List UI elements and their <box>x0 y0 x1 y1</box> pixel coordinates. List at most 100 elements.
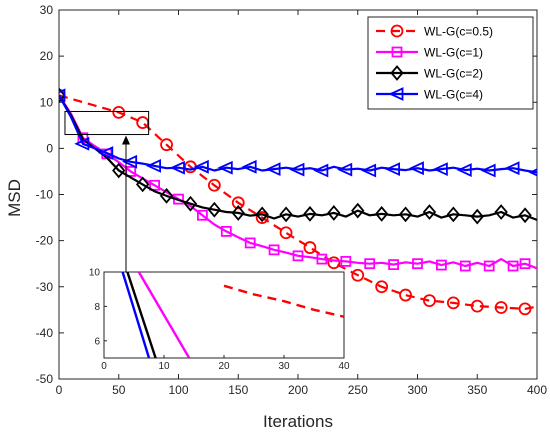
series-marker <box>183 195 198 212</box>
series-marker <box>435 259 447 271</box>
series-marker <box>145 158 162 173</box>
series-marker <box>135 176 150 193</box>
series-marker <box>59 88 66 103</box>
series-marker <box>384 162 401 177</box>
x-tick-label: 250 <box>348 383 368 397</box>
series-marker <box>159 187 174 204</box>
series-3 <box>59 88 537 178</box>
x-tick-label: 150 <box>228 383 248 397</box>
inset-x-tick-label: 20 <box>218 361 230 372</box>
inset-y-tick-label: 10 <box>89 268 101 279</box>
series-marker <box>241 159 257 174</box>
series-marker <box>207 201 222 218</box>
series-marker <box>351 202 365 219</box>
inset-x-tick-label: 10 <box>158 361 170 372</box>
legend-marker <box>391 46 403 58</box>
legend-label: WL-G(c=2) <box>424 67 483 81</box>
series-marker <box>480 163 496 178</box>
zoom-arrow-head <box>122 135 130 145</box>
series-2 <box>59 87 537 225</box>
series-marker <box>255 206 269 223</box>
series-marker <box>59 87 66 104</box>
series-marker <box>470 208 484 225</box>
legend-entry: WL-G(c=2) <box>376 65 483 81</box>
series-marker <box>446 296 460 310</box>
series-marker <box>351 268 365 282</box>
legend-entry: WL-G(c=0.5) <box>376 25 493 39</box>
series-marker <box>160 138 173 152</box>
series-marker <box>207 178 221 192</box>
series-marker <box>169 160 185 175</box>
legend-marker <box>390 65 404 81</box>
series-line <box>59 94 537 270</box>
legend-label: WL-G(c=0.5) <box>424 25 493 39</box>
legend-label: WL-G(c=1) <box>424 46 483 60</box>
series-marker <box>313 163 329 178</box>
series-layer <box>59 87 537 316</box>
zoom-box <box>64 110 150 136</box>
series-marker <box>337 162 353 177</box>
x-tick-label: 300 <box>407 383 427 397</box>
inset-frame <box>103 271 345 359</box>
series-marker <box>289 162 305 177</box>
series-marker <box>504 161 520 176</box>
series-marker <box>217 160 233 175</box>
y-tick-label: 20 <box>40 49 54 63</box>
series-marker <box>220 225 232 237</box>
series-marker <box>408 161 424 176</box>
series-marker <box>398 206 413 223</box>
series-marker <box>98 146 114 160</box>
series-marker <box>74 136 90 151</box>
series-line <box>59 94 537 174</box>
legend-entry: WL-G(c=1) <box>376 46 483 60</box>
y-tick-label: -20 <box>36 234 54 248</box>
series-marker <box>507 260 519 272</box>
series-marker <box>268 244 280 256</box>
series-marker <box>327 205 341 221</box>
inset-y-tick-label: 8 <box>94 302 100 313</box>
legend-marker <box>390 24 404 38</box>
series-marker <box>446 206 461 223</box>
series-marker <box>374 205 389 222</box>
y-tick-label: -40 <box>36 326 54 340</box>
inset-plot-area: 0 10 20 30 40 6 8 10 <box>89 268 350 373</box>
legend-label: WL-G(c=4) <box>424 88 483 102</box>
series-marker <box>528 168 537 177</box>
series-marker <box>196 209 208 221</box>
inset-x-tick-label: 40 <box>338 361 350 372</box>
series-marker <box>483 260 495 272</box>
series-marker <box>231 196 245 210</box>
legend: WL-G(c=0.5) WL-G(c=1) WL-G(c=2) WL-G(c=4) <box>367 16 534 110</box>
y-tick-label: -30 <box>36 280 54 294</box>
inset-series-line <box>137 272 191 358</box>
y-axis-label: MSD <box>5 179 24 217</box>
series-marker <box>193 159 209 174</box>
series-0 <box>59 88 537 316</box>
y-tick-label: -10 <box>36 188 54 202</box>
series-1 <box>59 89 537 272</box>
inset-x-tick-label: 30 <box>278 361 290 372</box>
series-marker <box>340 255 352 267</box>
series-marker <box>112 162 126 179</box>
series-marker <box>316 253 328 265</box>
inset-series-layer <box>121 272 344 358</box>
y-tick-label: 0 <box>46 141 53 155</box>
series-marker <box>122 154 138 169</box>
series-marker <box>518 207 532 224</box>
series-marker <box>494 204 508 220</box>
y-tick-label: 10 <box>40 95 54 109</box>
x-tick-label: 50 <box>112 383 126 397</box>
series-marker <box>432 162 448 177</box>
inset-series-line <box>126 272 157 358</box>
series-marker <box>364 258 376 270</box>
x-tick-label: 350 <box>467 383 487 397</box>
y-tick-label: -50 <box>36 372 54 386</box>
series-marker <box>470 299 484 313</box>
x-tick-label: 400 <box>527 383 547 397</box>
series-marker <box>412 258 423 270</box>
series-marker <box>519 258 531 270</box>
series-marker <box>456 163 472 177</box>
x-tick-label: 100 <box>168 383 188 397</box>
x-tick-label: 0 <box>56 383 63 397</box>
